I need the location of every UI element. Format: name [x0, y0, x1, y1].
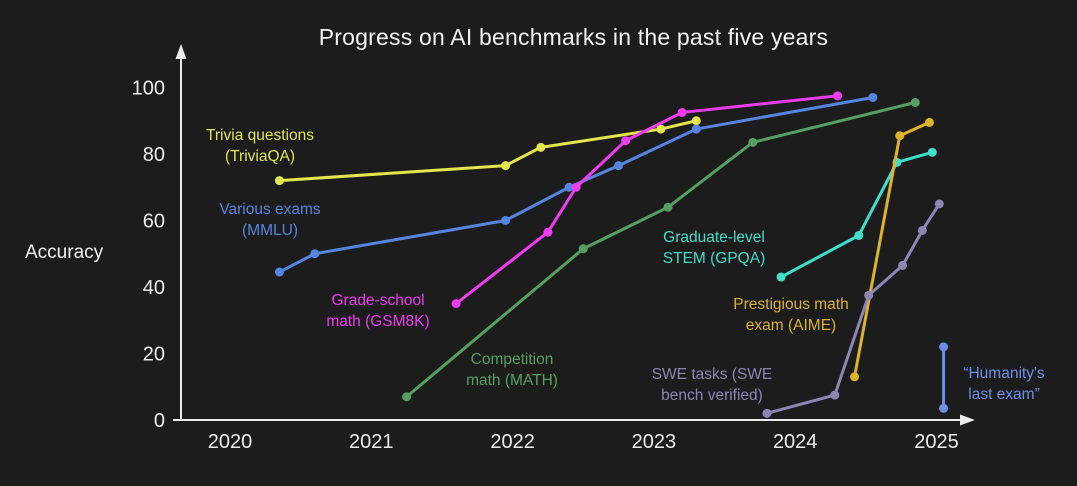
data-point-aime	[924, 117, 934, 127]
x-tick-label: 2024	[773, 431, 818, 453]
data-point-hle	[939, 342, 949, 352]
data-point-math	[748, 137, 758, 147]
y-tick-label: 40	[143, 277, 165, 299]
series-line-gsm8k	[454, 94, 840, 306]
data-point-mmlu	[501, 216, 511, 225]
data-point-swe	[864, 290, 874, 300]
data-point-aime	[895, 131, 905, 141]
y-tick-label: 0	[154, 410, 165, 432]
data-point-mmlu	[310, 249, 320, 259]
data-point-mmlu	[564, 182, 574, 192]
data-point-math	[663, 202, 673, 212]
data-point-gsm8k	[677, 107, 687, 117]
x-tick-label: 2023	[632, 431, 677, 453]
data-point-swe	[934, 199, 944, 209]
x-axis-arrow	[960, 414, 975, 426]
x-tick-label: 2025	[914, 431, 959, 453]
data-point-math	[578, 244, 588, 254]
data-point-swe	[762, 408, 772, 418]
data-point-triviaqa	[274, 176, 284, 186]
data-point-triviaqa	[501, 161, 511, 171]
y-tick-label: 100	[132, 78, 165, 100]
y-tick-label: 80	[143, 144, 165, 166]
y-tick-label: 20	[143, 344, 165, 366]
data-point-mmlu	[614, 161, 624, 171]
series-line-aime	[853, 120, 931, 379]
data-point-swe	[917, 225, 927, 235]
data-point-gpqa	[776, 272, 786, 282]
data-point-math	[402, 392, 412, 402]
y-tick-label: 60	[143, 211, 165, 233]
series-line-triviaqa	[277, 119, 698, 183]
data-point-swe	[898, 260, 908, 270]
x-tick-label: 2020	[208, 431, 253, 453]
data-point-triviaqa	[656, 124, 666, 134]
data-point-hle	[939, 403, 949, 413]
data-point-swe	[830, 390, 840, 400]
data-point-triviaqa	[691, 116, 701, 126]
data-point-mmlu	[691, 124, 701, 134]
data-point-triviaqa	[536, 142, 546, 152]
x-tick-label: 2022	[490, 431, 535, 453]
data-point-gsm8k	[621, 136, 631, 146]
chart-title: Progress on AI benchmarks in the past fi…	[318, 24, 829, 50]
data-point-mmlu	[274, 267, 284, 277]
data-point-gsm8k	[451, 299, 461, 309]
data-point-mmlu	[868, 92, 878, 102]
data-point-gpqa	[927, 147, 937, 157]
data-point-gsm8k	[571, 182, 581, 192]
y-axis-title: Accuracy	[25, 242, 104, 263]
data-point-gsm8k	[543, 227, 553, 237]
data-point-gsm8k	[833, 91, 843, 101]
series-line-gpqa	[779, 150, 934, 279]
data-point-gpqa	[854, 230, 864, 240]
x-tick-label: 2021	[349, 431, 394, 453]
y-axis-arrow	[175, 44, 187, 59]
data-point-math	[910, 97, 920, 107]
data-point-aime	[850, 372, 860, 382]
series-line-swe	[765, 202, 941, 415]
